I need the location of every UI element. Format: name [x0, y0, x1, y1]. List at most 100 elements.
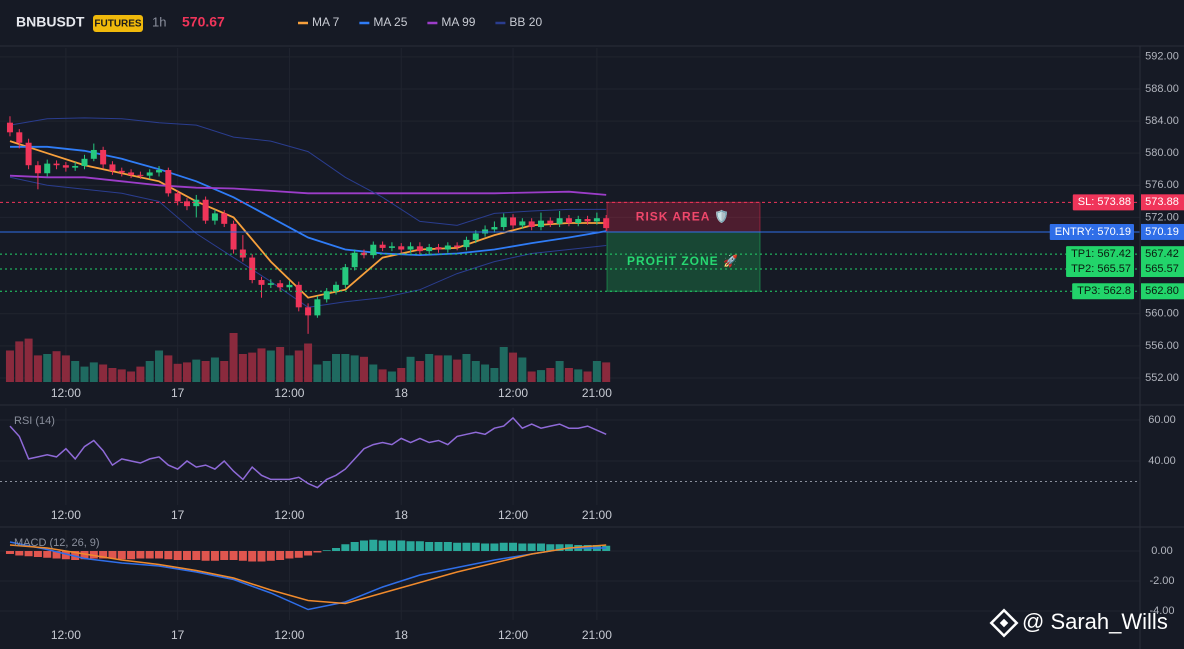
- volume-bar: [425, 354, 434, 382]
- histogram-bar: [201, 551, 210, 561]
- x-tick-label: 12:00: [51, 628, 81, 642]
- volume-bar: [127, 371, 136, 382]
- volume-bar: [359, 356, 368, 382]
- histogram-bar: [80, 551, 89, 560]
- histogram-bar: [546, 544, 555, 551]
- volume-bar: [61, 355, 70, 382]
- candle-body: [593, 218, 600, 222]
- candle-body: [211, 213, 218, 221]
- candle-body: [472, 233, 479, 240]
- y-tick-label: 0.00: [1151, 545, 1172, 557]
- x-tick-label: 17: [171, 508, 185, 522]
- candle-body: [44, 163, 51, 174]
- volume-bar: [229, 333, 238, 382]
- axis-value-label: 567.42: [1145, 248, 1179, 260]
- y-tick-label: 60.00: [1148, 414, 1176, 426]
- axis-value-label: 565.57: [1145, 263, 1179, 275]
- zone-label: PROFIT ZONE 🚀: [627, 254, 739, 268]
- volume-bar: [155, 350, 164, 382]
- volume-bar: [536, 370, 545, 382]
- volume-bar: [15, 341, 24, 382]
- volume-bar: [313, 364, 322, 382]
- candle-body: [528, 221, 535, 228]
- volume-bar: [481, 364, 490, 382]
- candle-body: [547, 220, 554, 224]
- histogram-bar: [453, 542, 462, 551]
- candle-body: [491, 227, 498, 230]
- volume-bar: [341, 354, 350, 382]
- histogram-bar: [509, 542, 518, 551]
- legend-label: MA 99: [441, 15, 475, 29]
- volume-bar: [266, 350, 275, 382]
- volume-bar: [136, 366, 145, 382]
- histogram-bar: [257, 551, 266, 562]
- volume-bar: [574, 369, 583, 382]
- candle-body: [398, 246, 405, 250]
- histogram-bar: [378, 540, 387, 551]
- x-tick-label: 12:00: [498, 628, 528, 642]
- candle-body: [556, 218, 563, 224]
- volume-bar: [257, 348, 266, 382]
- candle-body: [351, 252, 358, 268]
- candle-body: [333, 284, 340, 292]
- histogram-bar: [33, 551, 42, 557]
- candle-body: [267, 283, 274, 285]
- zone: [606, 201, 761, 233]
- ma-line: [9, 117, 607, 226]
- candle-body: [603, 218, 610, 229]
- volume-bar: [322, 361, 331, 382]
- x-tick-label: 18: [395, 508, 409, 522]
- x-tick-label: 17: [171, 628, 185, 642]
- volume-bar: [164, 355, 173, 382]
- candle-body: [575, 219, 582, 224]
- candle-body: [239, 249, 246, 258]
- candle-body: [454, 245, 461, 248]
- candle-body: [6, 122, 13, 133]
- volume-bar: [52, 351, 61, 382]
- candle-body: [277, 283, 284, 288]
- histogram-bar: [136, 551, 145, 559]
- histogram-bar: [99, 551, 108, 559]
- candle-body: [165, 170, 172, 194]
- histogram-bar: [15, 551, 24, 556]
- volume-bar: [564, 368, 573, 382]
- last-price: 570.67: [182, 14, 225, 30]
- level-label: TP1: 567.42: [1071, 248, 1131, 260]
- level-label-bg: [1072, 194, 1134, 211]
- volume-bar: [387, 371, 396, 382]
- histogram-bar: [294, 551, 303, 558]
- level-label: TP2: 565.57: [1071, 263, 1131, 275]
- histogram-bar: [332, 548, 341, 551]
- level-label: TP3: 562.8: [1077, 285, 1131, 297]
- y-tick-label: 556.00: [1145, 340, 1179, 352]
- volume-bar: [33, 355, 42, 382]
- histogram-bar: [285, 551, 294, 559]
- candle-body: [435, 247, 442, 250]
- histogram-bar: [490, 543, 499, 551]
- histogram-bar: [127, 551, 136, 560]
- histogram-bar: [536, 543, 545, 551]
- candle-body: [416, 246, 423, 252]
- histogram-bar: [518, 543, 527, 551]
- x-tick-label: 18: [395, 386, 409, 400]
- y-tick-label: 552.00: [1145, 372, 1179, 384]
- volume-bar: [192, 359, 201, 382]
- axis-value-bg: [1141, 283, 1184, 300]
- axis-value-label: 570.19: [1145, 226, 1179, 238]
- histogram-bar: [313, 551, 322, 553]
- histogram-bar: [527, 543, 536, 551]
- volume-bar: [285, 355, 294, 382]
- volume-bar: [490, 368, 499, 382]
- volume-bar: [108, 368, 117, 382]
- interval: 1h: [152, 14, 166, 29]
- volume-bar: [583, 371, 592, 382]
- symbol: BNBUSDT: [16, 14, 85, 30]
- y-tick-label: 584.00: [1145, 115, 1179, 127]
- histogram-bar: [555, 544, 564, 551]
- zone: [606, 231, 761, 292]
- histogram-bar: [359, 540, 368, 551]
- candle-body: [146, 172, 153, 176]
- panel-title: MACD (12, 26, 9): [14, 537, 100, 549]
- y-tick-label: -4.00: [1149, 605, 1174, 617]
